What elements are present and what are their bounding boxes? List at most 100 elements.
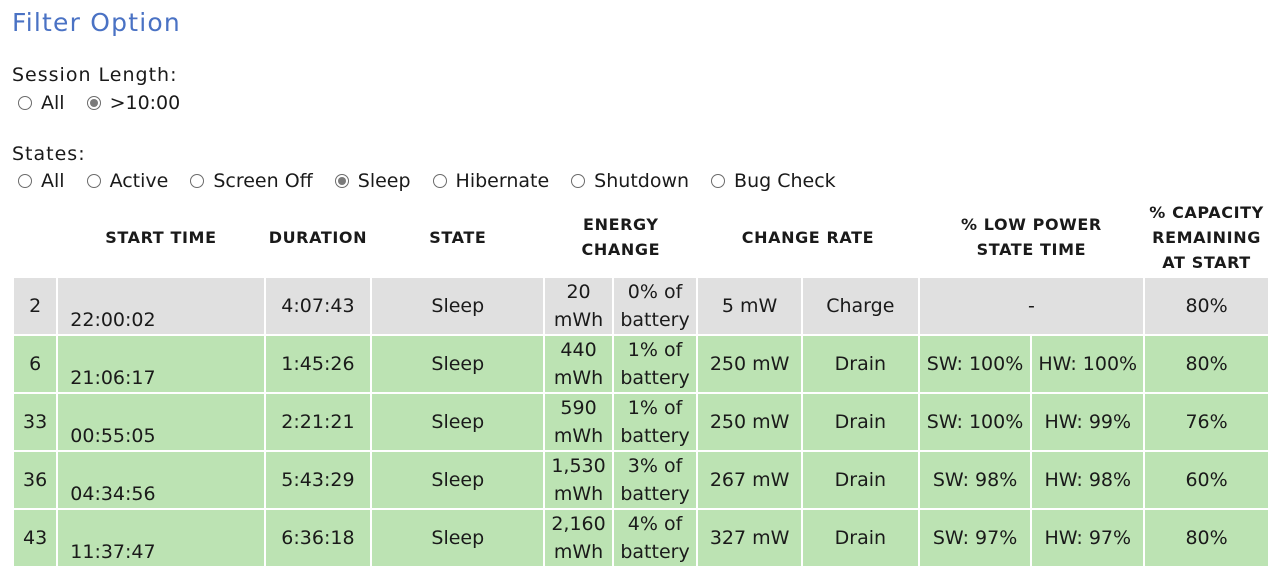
- row-index: 2: [11, 276, 59, 336]
- row-start-time: 22:00:02: [56, 276, 266, 336]
- energy-percent-suffix: battery: [620, 425, 690, 447]
- header-capacity-remaining[interactable]: % CAPACITY REMAINING AT START: [1149, 202, 1264, 272]
- row-index: 36: [11, 450, 59, 510]
- header-index: [13, 198, 57, 277]
- energy-unit: mWh: [553, 309, 604, 331]
- energy-amount: 1,530: [551, 455, 606, 477]
- energy-percent: 1% of: [627, 397, 683, 419]
- row-hw-low-power: HW: 98%: [1030, 450, 1146, 510]
- filter-title: Filter Option: [12, 8, 181, 37]
- state-screen-off-option[interactable]: Screen Off: [190, 170, 313, 192]
- state-bug-check-option[interactable]: Bug Check: [711, 170, 836, 192]
- row-index: 33: [11, 392, 59, 452]
- radio-button[interactable]: [571, 174, 586, 188]
- row-energy-percent: 4% of battery: [611, 508, 699, 568]
- header-start-time[interactable]: START TIME: [105, 227, 217, 247]
- row-capacity: 80%: [1143, 276, 1270, 336]
- row-start-time: 04:34:56: [56, 450, 266, 510]
- state-active-option[interactable]: Active: [86, 170, 169, 192]
- state-sleep-option[interactable]: Sleep: [334, 170, 411, 192]
- row-energy-percent: 1% of battery: [611, 392, 699, 452]
- state-shutdown-option[interactable]: Shutdown: [571, 170, 689, 192]
- energy-percent-suffix: battery: [620, 367, 690, 389]
- row-energy-percent: 3% of battery: [611, 450, 699, 510]
- header-energy-change[interactable]: ENERGY CHANGE: [581, 215, 661, 259]
- row-change-rate: 250 mW: [696, 392, 803, 452]
- row-change-rate: 267 mW: [696, 450, 803, 510]
- radio-button[interactable]: [711, 174, 726, 188]
- option-label: Sleep: [357, 170, 411, 192]
- sessions-table: START TIME DURATION STATE ENERGY CHANGE …: [11, 198, 1270, 568]
- row-energy-value: 590 mWh: [543, 392, 614, 452]
- state-all-option[interactable]: All: [18, 170, 65, 192]
- row-duration: 4:07:43: [263, 276, 373, 336]
- radio-button[interactable]: [190, 174, 205, 188]
- row-energy-value: 440 mWh: [543, 334, 614, 394]
- row-energy-value: 20 mWh: [543, 276, 614, 336]
- row-state: Sleep: [370, 508, 546, 568]
- header-state[interactable]: STATE: [429, 227, 487, 247]
- row-duration: 6:36:18: [263, 508, 373, 568]
- radio-button[interactable]: [18, 174, 32, 188]
- energy-unit: mWh: [553, 425, 604, 447]
- row-capacity: 80%: [1143, 508, 1270, 568]
- header-change-rate[interactable]: CHANGE RATE: [741, 227, 875, 247]
- row-state: Sleep: [370, 392, 546, 452]
- table-row[interactable]: 36 04:34:56 5:43:29 Sleep 1,530 mWh 3% of…: [11, 450, 1270, 510]
- states-options: All Active Screen Off Sleep Hibernate Sh…: [18, 170, 858, 192]
- radio-button[interactable]: [18, 96, 32, 110]
- energy-amount: 590: [560, 397, 597, 419]
- row-duration: 1:45:26: [263, 334, 373, 394]
- radio-button-selected[interactable]: [86, 96, 101, 110]
- option-label: >10:00: [109, 92, 181, 114]
- row-energy-percent: 0% of battery: [611, 276, 699, 336]
- row-energy-value: 1,530 mWh: [543, 450, 614, 510]
- header-duration[interactable]: DURATION: [268, 227, 368, 247]
- option-label: Shutdown: [594, 170, 690, 192]
- row-capacity: 76%: [1143, 392, 1270, 452]
- row-hw-low-power: HW: 97%: [1030, 508, 1146, 568]
- energy-percent: 1% of: [627, 339, 683, 361]
- row-change-rate: 250 mW: [696, 334, 803, 394]
- row-capacity: 60%: [1143, 450, 1270, 510]
- table-row[interactable]: 33 00:55:05 2:21:21 Sleep 590 mWh 1% of ba…: [11, 392, 1270, 452]
- row-direction: Drain: [800, 450, 920, 510]
- row-energy-percent: 1% of battery: [611, 334, 699, 394]
- row-start-time: 11:37:47: [56, 508, 266, 568]
- energy-unit: mWh: [553, 541, 604, 563]
- row-duration: 2:21:21: [263, 392, 373, 452]
- row-state: Sleep: [370, 450, 546, 510]
- states-label: States:: [12, 143, 86, 165]
- row-index: 6: [11, 334, 59, 394]
- table-row[interactable]: 43 11:37:47 6:36:18 Sleep 2,160 mWh 4% of…: [11, 508, 1270, 568]
- table-row[interactable]: 6 21:06:17 1:45:26 Sleep 440 mWh 1% of bat…: [11, 334, 1270, 394]
- energy-percent-suffix: battery: [620, 483, 690, 505]
- row-sw-low-power: SW: 97%: [917, 508, 1033, 568]
- session-length-label: Session Length:: [12, 64, 178, 86]
- energy-percent: 0% of: [627, 281, 683, 303]
- radio-button-selected[interactable]: [334, 174, 349, 188]
- row-state: Sleep: [370, 276, 546, 336]
- row-hw-low-power: HW: 99%: [1030, 392, 1146, 452]
- header-low-power-state-time[interactable]: % LOW POWER STATE TIME: [960, 215, 1102, 259]
- row-low-power-time: -: [917, 276, 1146, 336]
- row-state: Sleep: [370, 334, 546, 394]
- radio-button[interactable]: [86, 174, 101, 188]
- row-sw-low-power: SW: 100%: [917, 334, 1033, 394]
- row-direction: Drain: [800, 392, 920, 452]
- radio-button[interactable]: [432, 174, 447, 188]
- session-length-over-10-option[interactable]: >10:00: [86, 92, 181, 114]
- option-label: Screen Off: [213, 170, 313, 192]
- energy-amount: 2,160: [551, 513, 606, 535]
- session-length-all-option[interactable]: All: [18, 92, 65, 114]
- table-row[interactable]: 2 22:00:02 4:07:43 Sleep 20 mWh 0% of batt…: [11, 276, 1270, 336]
- energy-percent: 4% of: [627, 513, 683, 535]
- row-change-rate: 5 mW: [696, 276, 803, 336]
- option-label: Hibernate: [455, 170, 550, 192]
- row-index: 43: [11, 508, 59, 568]
- option-label: Bug Check: [734, 170, 836, 192]
- energy-amount: 440: [560, 339, 597, 361]
- state-hibernate-option[interactable]: Hibernate: [432, 170, 550, 192]
- energy-amount: 20: [566, 281, 591, 303]
- option-label: Active: [109, 170, 169, 192]
